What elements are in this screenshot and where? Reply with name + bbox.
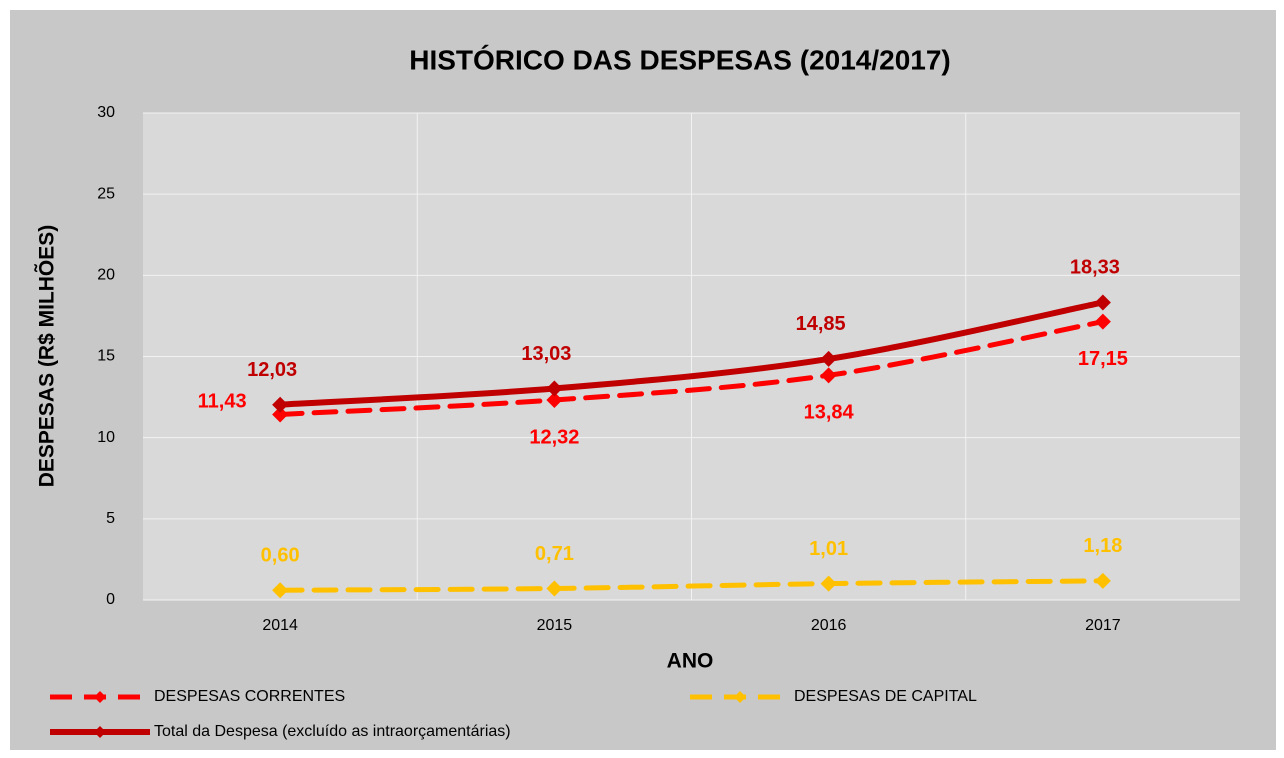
marker (546, 380, 563, 397)
x-axis-title: ANO (667, 650, 714, 673)
series-line (277, 578, 1106, 593)
data-label: 18,33 (1070, 257, 1120, 279)
marker (820, 350, 837, 367)
x-tick-label: 2015 (537, 617, 573, 634)
legend-label: Total da Despesa (excluído as intraorçam… (154, 723, 511, 740)
series-line (277, 299, 1106, 408)
y-tick-label: 10 (97, 429, 115, 446)
legend-marker (94, 691, 106, 703)
legend-marker (94, 726, 106, 738)
marker (272, 406, 289, 423)
data-label: 0,71 (535, 543, 574, 565)
y-tick-label: 30 (97, 104, 115, 121)
x-tick-label: 2014 (262, 617, 298, 634)
y-axis-title: DESPESAS (R$ MILHÕES) (35, 225, 59, 488)
series-line (277, 319, 1106, 417)
data-label: 14,85 (796, 313, 846, 335)
legend-label: DESPESAS DE CAPITAL (794, 688, 977, 705)
data-label: 13,03 (521, 343, 571, 365)
legend-marker (734, 691, 746, 703)
legend-label: DESPESAS CORRENTES (154, 688, 345, 705)
y-tick-label: 25 (97, 185, 115, 202)
chart-title: HISTÓRICO DAS DESPESAS (2014/2017) (409, 44, 951, 75)
marker (1094, 572, 1111, 589)
x-tick-label: 2017 (1085, 617, 1121, 634)
marker (820, 367, 837, 384)
y-tick-label: 15 (97, 348, 115, 365)
data-label: 12,32 (529, 426, 579, 448)
x-tick-label: 2016 (811, 617, 847, 634)
y-tick-label: 5 (106, 510, 115, 527)
y-tick-label: 20 (97, 267, 115, 284)
marker (1094, 313, 1111, 330)
marker (546, 392, 563, 409)
data-label: 1,18 (1083, 535, 1122, 557)
data-label: 17,15 (1078, 348, 1128, 370)
data-label: 13,84 (804, 402, 855, 424)
data-label: 1,01 (809, 538, 848, 560)
marker (1094, 294, 1111, 311)
data-label: 12,03 (247, 359, 297, 381)
data-label: 0,60 (261, 545, 300, 567)
marker (820, 575, 837, 592)
marker (272, 396, 289, 413)
marker (546, 580, 563, 597)
y-tick-label: 0 (106, 591, 115, 608)
data-label: 11,43 (198, 391, 247, 413)
marker (272, 582, 289, 599)
